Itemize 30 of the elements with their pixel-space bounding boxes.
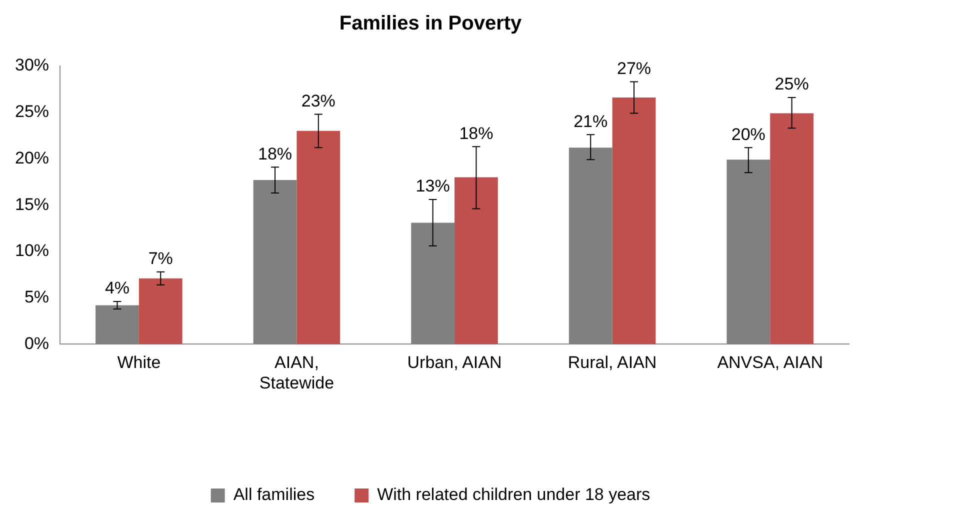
data-label: 25%	[774, 74, 809, 94]
data-label: 20%	[731, 124, 766, 144]
data-label: 18%	[258, 144, 292, 164]
y-tick-label: 20%	[14, 148, 50, 168]
bar	[138, 278, 182, 344]
legend-label: With related children under 18 years	[377, 485, 650, 504]
data-label: 23%	[301, 91, 336, 110]
data-label: 4%	[104, 278, 130, 298]
bar	[454, 177, 498, 344]
bar	[612, 98, 656, 344]
x-tick-label: Urban, AIAN	[407, 353, 502, 372]
data-label: 21%	[574, 112, 608, 131]
data-label: 13%	[416, 176, 450, 196]
y-tick-label: 10%	[14, 241, 50, 260]
chart-title: Families in Poverty	[339, 12, 523, 35]
bar	[770, 113, 814, 344]
data-label: 18%	[459, 124, 494, 143]
x-tick-label: ANVSA, AIAN	[717, 353, 824, 372]
x-tick-label: Rural, AIAN	[568, 353, 657, 372]
x-tick-label: White	[117, 353, 161, 372]
data-label: 7%	[148, 249, 173, 268]
x-tick-label: AIAN, Statewide	[259, 353, 334, 392]
y-tick-label: 30%	[14, 56, 50, 75]
y-tick-label: 5%	[24, 288, 50, 307]
legend-label: All families	[233, 485, 315, 504]
bar	[296, 130, 340, 344]
y-tick-label: 15%	[14, 194, 50, 214]
data-label: 27%	[616, 58, 652, 78]
y-tick-label: 25%	[14, 102, 50, 122]
y-tick-label: 0%	[24, 334, 50, 353]
